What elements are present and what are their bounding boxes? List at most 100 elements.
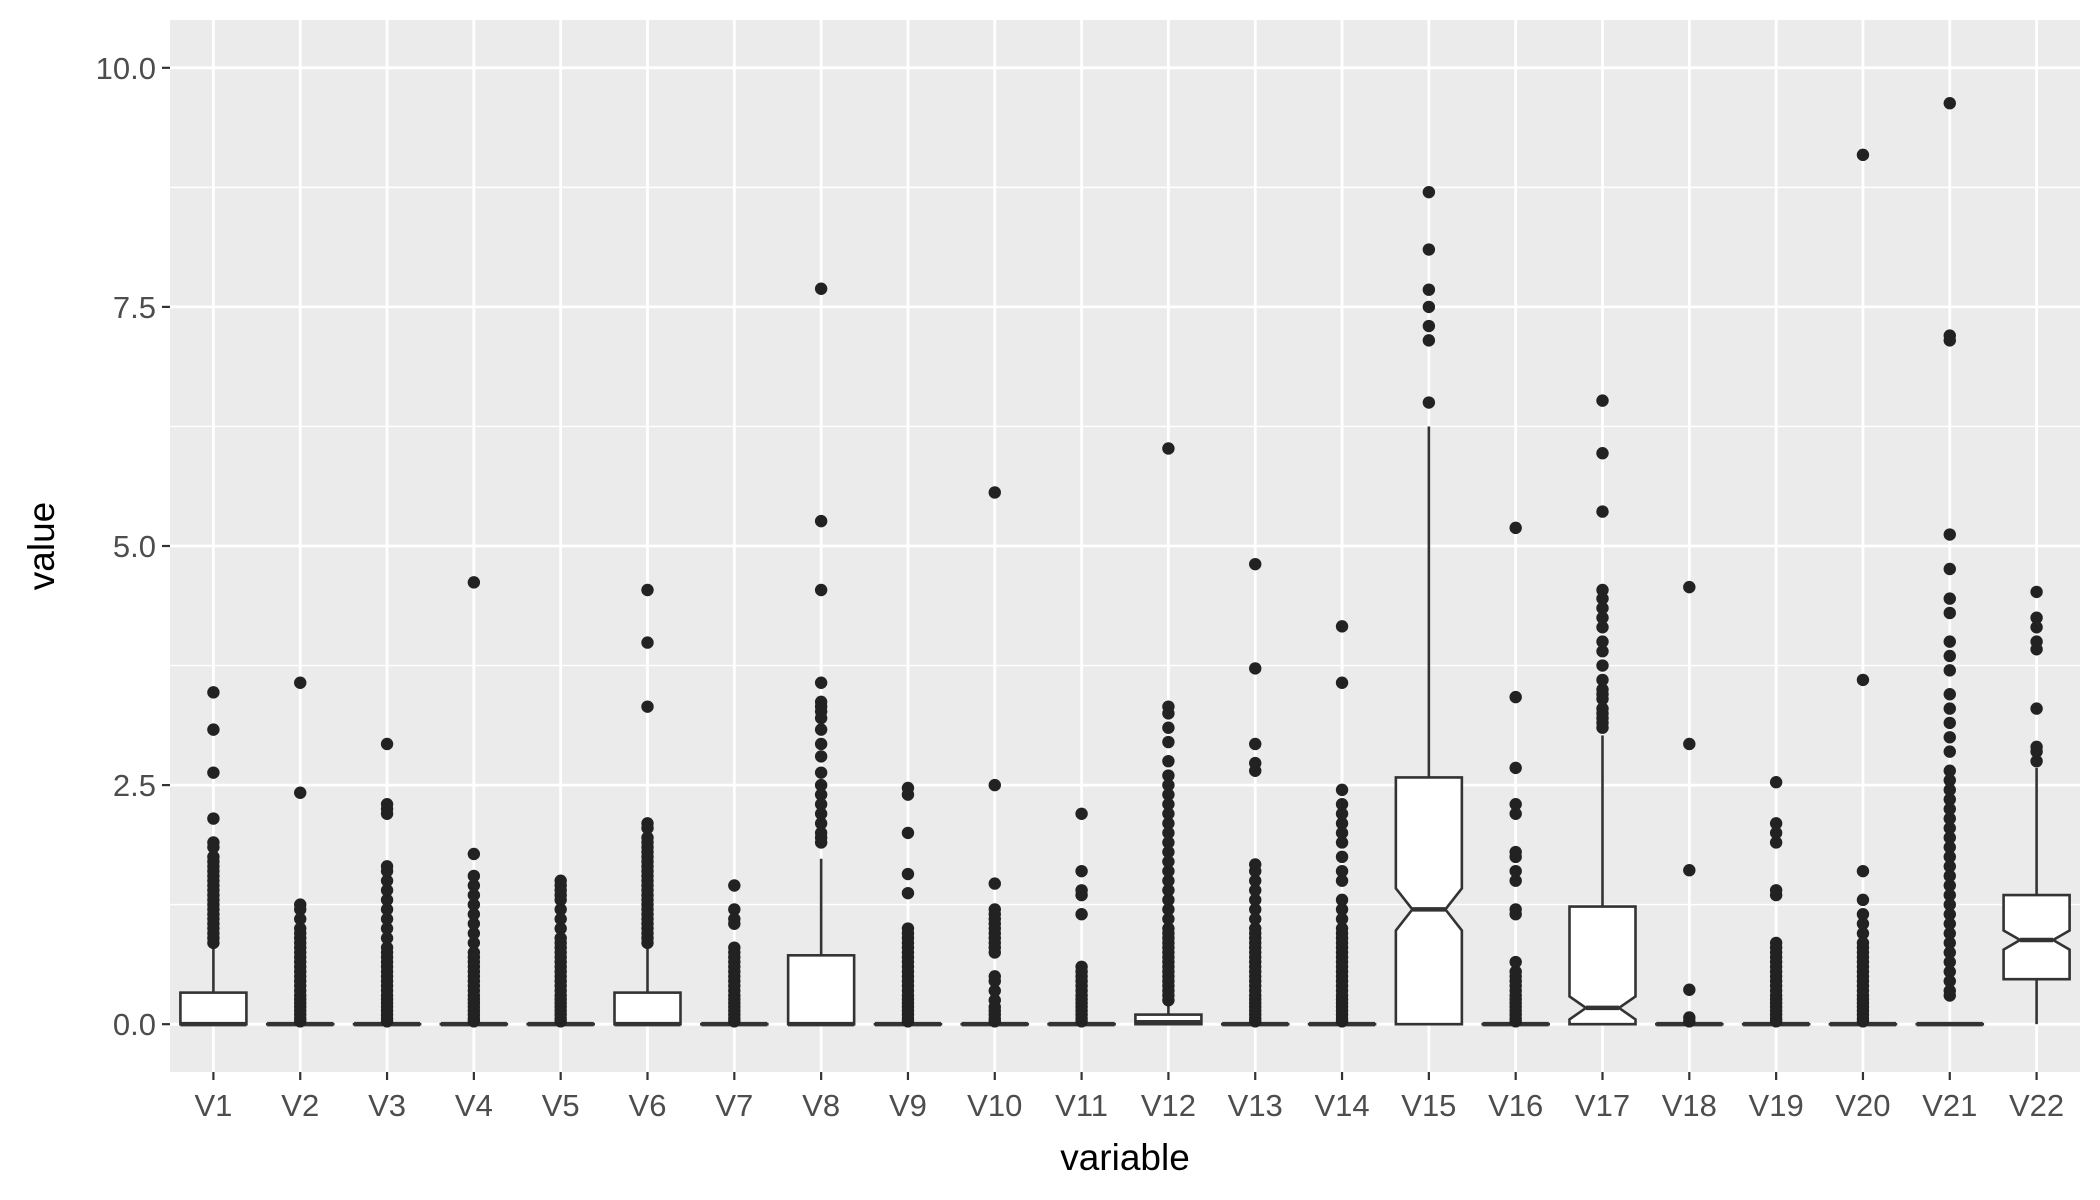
- outlier-point: [1943, 812, 1956, 825]
- outlier-point: [728, 879, 741, 892]
- outlier-point: [1596, 645, 1609, 658]
- box-V20: [1828, 148, 1898, 1028]
- outlier-point: [1596, 702, 1609, 715]
- outlier-point: [467, 908, 481, 921]
- outlier-point: [1509, 955, 1522, 969]
- outlier-point: [1856, 927, 1870, 940]
- box-V18: [1655, 580, 1724, 1028]
- outlier-point: [1943, 688, 1956, 701]
- outlier-point: [1943, 888, 1956, 902]
- outlier-point: [467, 888, 481, 902]
- x-tick-label: V19: [1749, 1088, 1804, 1123]
- box-body: [786, 954, 856, 1026]
- outlier-point: [1422, 243, 1436, 256]
- outlier-point: [1943, 592, 1956, 605]
- outlier-point: [1943, 965, 1956, 978]
- outlier-point: [1943, 917, 1956, 930]
- outlier-point: [641, 583, 654, 597]
- outlier-point: [728, 941, 741, 954]
- outlier-point: [1422, 396, 1436, 409]
- outlier-point: [1856, 917, 1870, 930]
- outlier-point: [1162, 893, 1175, 907]
- outlier-point: [467, 898, 481, 911]
- outlier-point: [814, 826, 828, 840]
- outlier-point: [1162, 874, 1175, 887]
- box-body: [179, 991, 248, 1026]
- outlier-point: [1596, 583, 1609, 597]
- box-V8: [786, 282, 856, 1027]
- outlier-point: [901, 867, 915, 881]
- outlier-point: [1596, 505, 1609, 518]
- outlier-point: [1943, 329, 1956, 342]
- outlier-point: [207, 686, 220, 699]
- outlier-point: [207, 723, 220, 736]
- outlier-point: [1596, 394, 1609, 407]
- outlier-point: [1683, 864, 1696, 877]
- box-body: [1568, 905, 1637, 1026]
- outlier-point: [988, 984, 1001, 997]
- outlier-point: [1162, 721, 1175, 734]
- outlier-point: [814, 583, 828, 597]
- box-body: [613, 991, 682, 1026]
- outlier-point: [1162, 788, 1175, 801]
- outlier-point: [1162, 700, 1175, 713]
- box-V10: [960, 486, 1030, 1028]
- outlier-point: [1249, 884, 1262, 897]
- outlier-point: [1162, 817, 1175, 830]
- outlier-point: [1249, 737, 1262, 751]
- outlier-point: [641, 700, 654, 713]
- outlier-point: [1856, 148, 1870, 162]
- x-tick-label: V13: [1228, 1088, 1283, 1123]
- x-tick-label: V1: [194, 1088, 232, 1123]
- x-tick-label: V6: [629, 1088, 667, 1123]
- outlier-point: [1509, 521, 1522, 535]
- box-V6: [613, 583, 682, 1027]
- outlier-point: [1509, 845, 1522, 859]
- outlier-point: [1943, 831, 1956, 844]
- outlier-point: [1335, 850, 1349, 864]
- x-tick-label: V22: [2009, 1088, 2064, 1123]
- outlier-point: [901, 781, 915, 795]
- outlier-point: [2030, 635, 2043, 648]
- outlier-point: [1943, 841, 1956, 854]
- outlier-point: [1335, 836, 1349, 849]
- x-tick-label: V11: [1055, 1088, 1108, 1123]
- outlier-point: [1596, 611, 1609, 624]
- outlier-point: [1596, 683, 1609, 696]
- outlier-point: [1769, 817, 1783, 830]
- outlier-point: [1162, 735, 1175, 749]
- outlier-point: [1162, 826, 1175, 840]
- outlier-point: [467, 576, 481, 589]
- outlier-point: [1335, 903, 1349, 916]
- outlier-point: [294, 898, 307, 911]
- outlier-point: [1856, 908, 1870, 921]
- outlier-point: [1335, 783, 1349, 797]
- outlier-point: [294, 786, 307, 799]
- x-tick-label: V18: [1662, 1088, 1717, 1123]
- x-axis-title: variable: [1060, 1137, 1190, 1178]
- box-V17: [1568, 394, 1637, 1026]
- outlier-point: [1075, 807, 1088, 820]
- outlier-point: [814, 723, 828, 736]
- outlier-point: [380, 922, 394, 935]
- outlier-point: [2030, 702, 2043, 715]
- outlier-point: [988, 903, 1001, 916]
- outlier-point: [1335, 864, 1349, 878]
- outlier-point: [554, 903, 567, 916]
- outlier-point: [2030, 740, 2043, 754]
- outlier-point: [1162, 798, 1175, 811]
- box-V7: [700, 879, 769, 1028]
- outlier-point: [467, 847, 481, 861]
- outlier-point: [1856, 936, 1870, 950]
- outlier-point: [2030, 585, 2043, 599]
- outlier-point: [1075, 884, 1088, 897]
- y-tick-label: 2.5: [113, 768, 156, 803]
- x-tick-label: V3: [368, 1088, 406, 1123]
- outlier-point: [901, 886, 915, 900]
- outlier-point: [1075, 864, 1088, 878]
- outlier-point: [1249, 893, 1262, 907]
- box-V4: [439, 576, 509, 1028]
- outlier-point: [1596, 447, 1609, 460]
- outlier-point: [1422, 300, 1436, 314]
- outlier-point: [1335, 893, 1349, 907]
